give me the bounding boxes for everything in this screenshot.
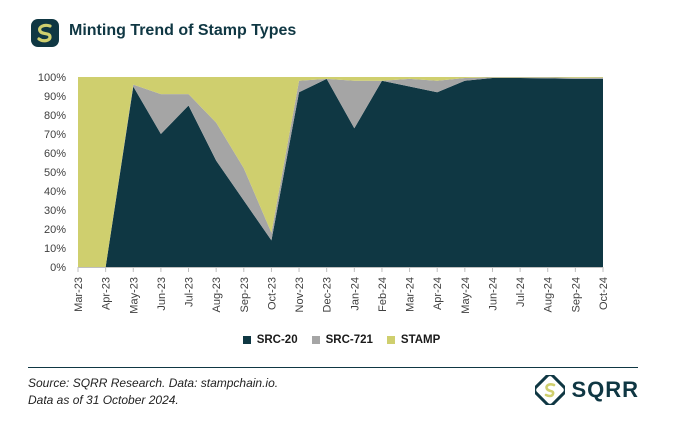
y-tick-label: 50% (44, 167, 66, 179)
y-tick-label: 60% (44, 148, 66, 160)
x-tick-label: May-24 (460, 277, 472, 314)
y-tick-label: 90% (44, 91, 66, 103)
sqrr-logo-icon (535, 375, 566, 405)
legend: SRC-20 SRC-721 STAMP (0, 334, 683, 346)
as-of-note: Data as of 31 October 2024. (28, 393, 179, 407)
area-series-src721 (78, 77, 603, 267)
legend-item-src20: SRC-20 (242, 334, 298, 346)
footer-notes: Source: SQRR Research. Data: stampchain.… (28, 375, 278, 409)
y-tick-label: 70% (44, 129, 66, 141)
x-tick-label: Oct-24 (598, 277, 610, 310)
y-tick-label: 30% (44, 205, 66, 217)
area-series-src20 (78, 77, 603, 267)
source-note: Source: SQRR Research. Data: stampchain.… (28, 376, 279, 390)
y-tick-label: 40% (44, 186, 66, 198)
area-series-stamp (78, 77, 603, 267)
legend-item-stamp: STAMP (386, 334, 441, 346)
x-tick-label: Apr-24 (432, 277, 444, 310)
footer-divider (28, 367, 638, 368)
x-tick-label: Jun-24 (487, 277, 499, 311)
legend-swatch-src20 (242, 336, 251, 344)
x-tick-label: Mar-24 (405, 277, 417, 312)
stacked-areas (78, 77, 603, 267)
legend-item-src721: SRC-721 (311, 334, 373, 346)
x-tick-label: Sep-23 (239, 277, 251, 312)
x-tick-label: Feb-24 (377, 277, 389, 312)
chart-area: 0% 10% 20% 30% 40% 50% 60% 70% 80% 90% 100% Mar-23… (38, 72, 610, 314)
x-tick-label: Aug-24 (543, 277, 555, 312)
y-tick-label: 20% (44, 224, 66, 236)
y-tick-label: 0% (50, 262, 66, 274)
x-tick-label: Dec-23 (322, 277, 334, 312)
brand-logo: SQRR (535, 375, 639, 405)
legend-swatch-stamp (386, 336, 395, 344)
y-axis: 0% 10% 20% 30% 40% 50% 60% 70% 80% 90% 100% (38, 72, 66, 274)
sqrr-logo-icon (31, 19, 59, 47)
y-tick-label: 100% (38, 72, 66, 84)
x-tick-label: Oct-23 (266, 277, 278, 310)
legend-label-src20: SRC-20 (256, 334, 298, 346)
legend-label-stamp: STAMP (400, 334, 441, 346)
x-tick-label: Mar-23 (73, 277, 85, 312)
x-tick-label: Jan-24 (349, 277, 361, 311)
x-tick-label: Nov-23 (294, 277, 306, 312)
brand-name: SQRR (571, 377, 639, 402)
x-tick-label: May-23 (128, 277, 140, 314)
legend-swatch-src721 (311, 336, 320, 344)
x-tick-label: Jun-23 (156, 277, 168, 311)
x-tick-label: Jul-23 (184, 277, 196, 307)
x-tick-label: Sep-24 (570, 277, 582, 312)
y-tick-label: 80% (44, 110, 66, 122)
x-tick-label: Apr-23 (101, 277, 113, 310)
chart-title: Minting Trend of Stamp Types (69, 22, 297, 39)
y-tick-label: 10% (44, 243, 66, 255)
x-tick-label: Jul-24 (515, 277, 527, 307)
x-axis: Mar-23 Apr-23 May-23 Jun-23 Jul-23 Aug-23 Sep-… (73, 267, 610, 314)
legend-label-src721: SRC-721 (325, 334, 373, 346)
x-tick-label: Aug-23 (211, 277, 223, 312)
